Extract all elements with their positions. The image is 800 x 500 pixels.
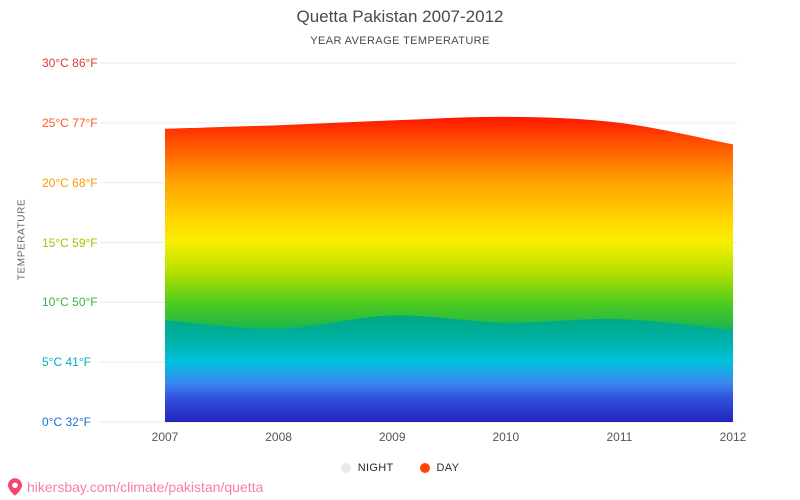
x-axis-label: 2008 (265, 430, 292, 444)
y-axis-label: 5°C 41°F (42, 355, 91, 370)
x-axis-label: 2010 (492, 430, 520, 444)
page-title: Quetta Pakistan 2007-2012 (296, 7, 504, 26)
location-pin-icon (8, 478, 22, 496)
night-area (165, 315, 733, 422)
footer: hikersbay.com/climate/pakistan/quetta (8, 478, 263, 496)
y-axis-label: 25°C 77°F (42, 115, 98, 130)
x-axis-label: 2012 (719, 430, 747, 444)
y-axis-label: 30°C 86°F (42, 56, 98, 70)
x-axis-label: 2009 (378, 430, 406, 444)
chart-subtitle: YEAR AVERAGE TEMPERATURE (310, 35, 490, 47)
y-axis-label: 10°C 50°F (42, 295, 98, 310)
chart-legend: NIGHT DAY (0, 462, 800, 474)
y-axis-label: 20°C 68°F (42, 175, 98, 190)
legend-item-day[interactable]: DAY (419, 462, 460, 474)
legend-dot (419, 463, 430, 473)
legend-dot (340, 463, 351, 473)
legend-label: DAY (436, 462, 460, 474)
y-axis-title: TEMPERATURE (16, 198, 28, 281)
x-axis-label: 2011 (606, 430, 633, 444)
y-axis-label: 15°C 59°F (42, 235, 98, 250)
legend-label: NIGHT (357, 462, 394, 474)
legend-item-night[interactable]: NIGHT (340, 462, 394, 474)
x-axis-label: 2007 (151, 430, 179, 444)
y-axis-label: 0°C 32°F (42, 415, 91, 429)
footer-link[interactable]: hikersbay.com/climate/pakistan/quetta (27, 479, 264, 495)
